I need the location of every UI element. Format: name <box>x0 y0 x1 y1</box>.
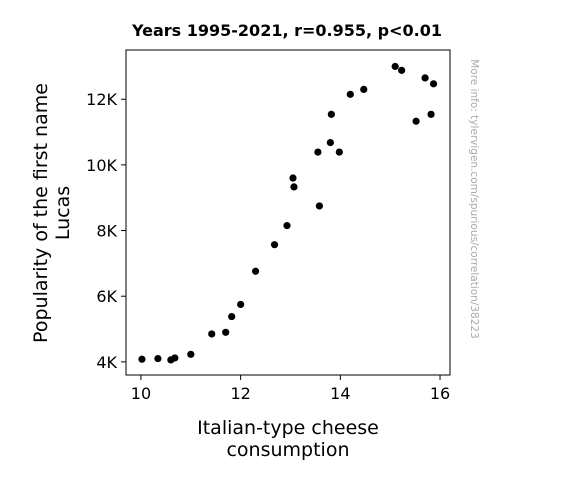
data-point <box>398 66 406 74</box>
data-point <box>187 350 195 358</box>
y-tick-label: 4K <box>96 353 117 372</box>
data-point <box>315 202 324 210</box>
y-tick-label: 12K <box>86 90 117 109</box>
x-tick-label: 16 <box>430 384 450 403</box>
data-point <box>421 74 429 82</box>
chart-title: Years 1995-2021, r=0.955, p<0.01 <box>131 21 442 40</box>
data-point <box>283 222 291 230</box>
data-point <box>290 183 298 191</box>
data-point <box>327 110 335 118</box>
data-point <box>412 117 420 125</box>
x-axis-title-line-2: consumption <box>226 439 349 461</box>
data-point <box>429 80 438 88</box>
data-point <box>237 300 245 309</box>
y-axis: 4K 6K 8K 10K 12K <box>86 90 126 372</box>
y-tick-label: 6K <box>96 287 117 306</box>
data-point <box>171 354 179 362</box>
data-point <box>228 312 236 321</box>
y-axis-title-line-1: Popularity of the first name <box>30 83 52 343</box>
x-axis: 10 12 14 16 <box>131 375 450 403</box>
data-point <box>289 174 297 182</box>
y-tick-label: 10K <box>86 156 117 175</box>
y-axis-title-line-2: Lucas <box>52 186 74 240</box>
x-tick-label: 10 <box>131 384 151 403</box>
x-tick-label: 14 <box>330 384 350 403</box>
data-points <box>138 62 438 364</box>
data-point <box>335 148 343 156</box>
source-watermark: More info: tylervigen.com/spurious/corre… <box>468 59 480 339</box>
data-point <box>314 148 322 156</box>
data-point <box>208 330 216 338</box>
data-point <box>252 267 260 275</box>
data-point <box>326 138 334 147</box>
data-point <box>270 241 279 249</box>
data-point <box>138 355 146 363</box>
plot-area <box>125 49 451 376</box>
data-point <box>154 354 162 363</box>
data-point <box>222 328 230 336</box>
data-point <box>391 62 399 71</box>
y-tick-label: 8K <box>96 222 117 241</box>
data-point <box>427 110 435 118</box>
data-point <box>346 90 354 98</box>
x-axis-title-line-1: Italian-type cheese <box>197 417 379 439</box>
x-tick-label: 12 <box>230 384 250 403</box>
data-point <box>360 85 368 93</box>
